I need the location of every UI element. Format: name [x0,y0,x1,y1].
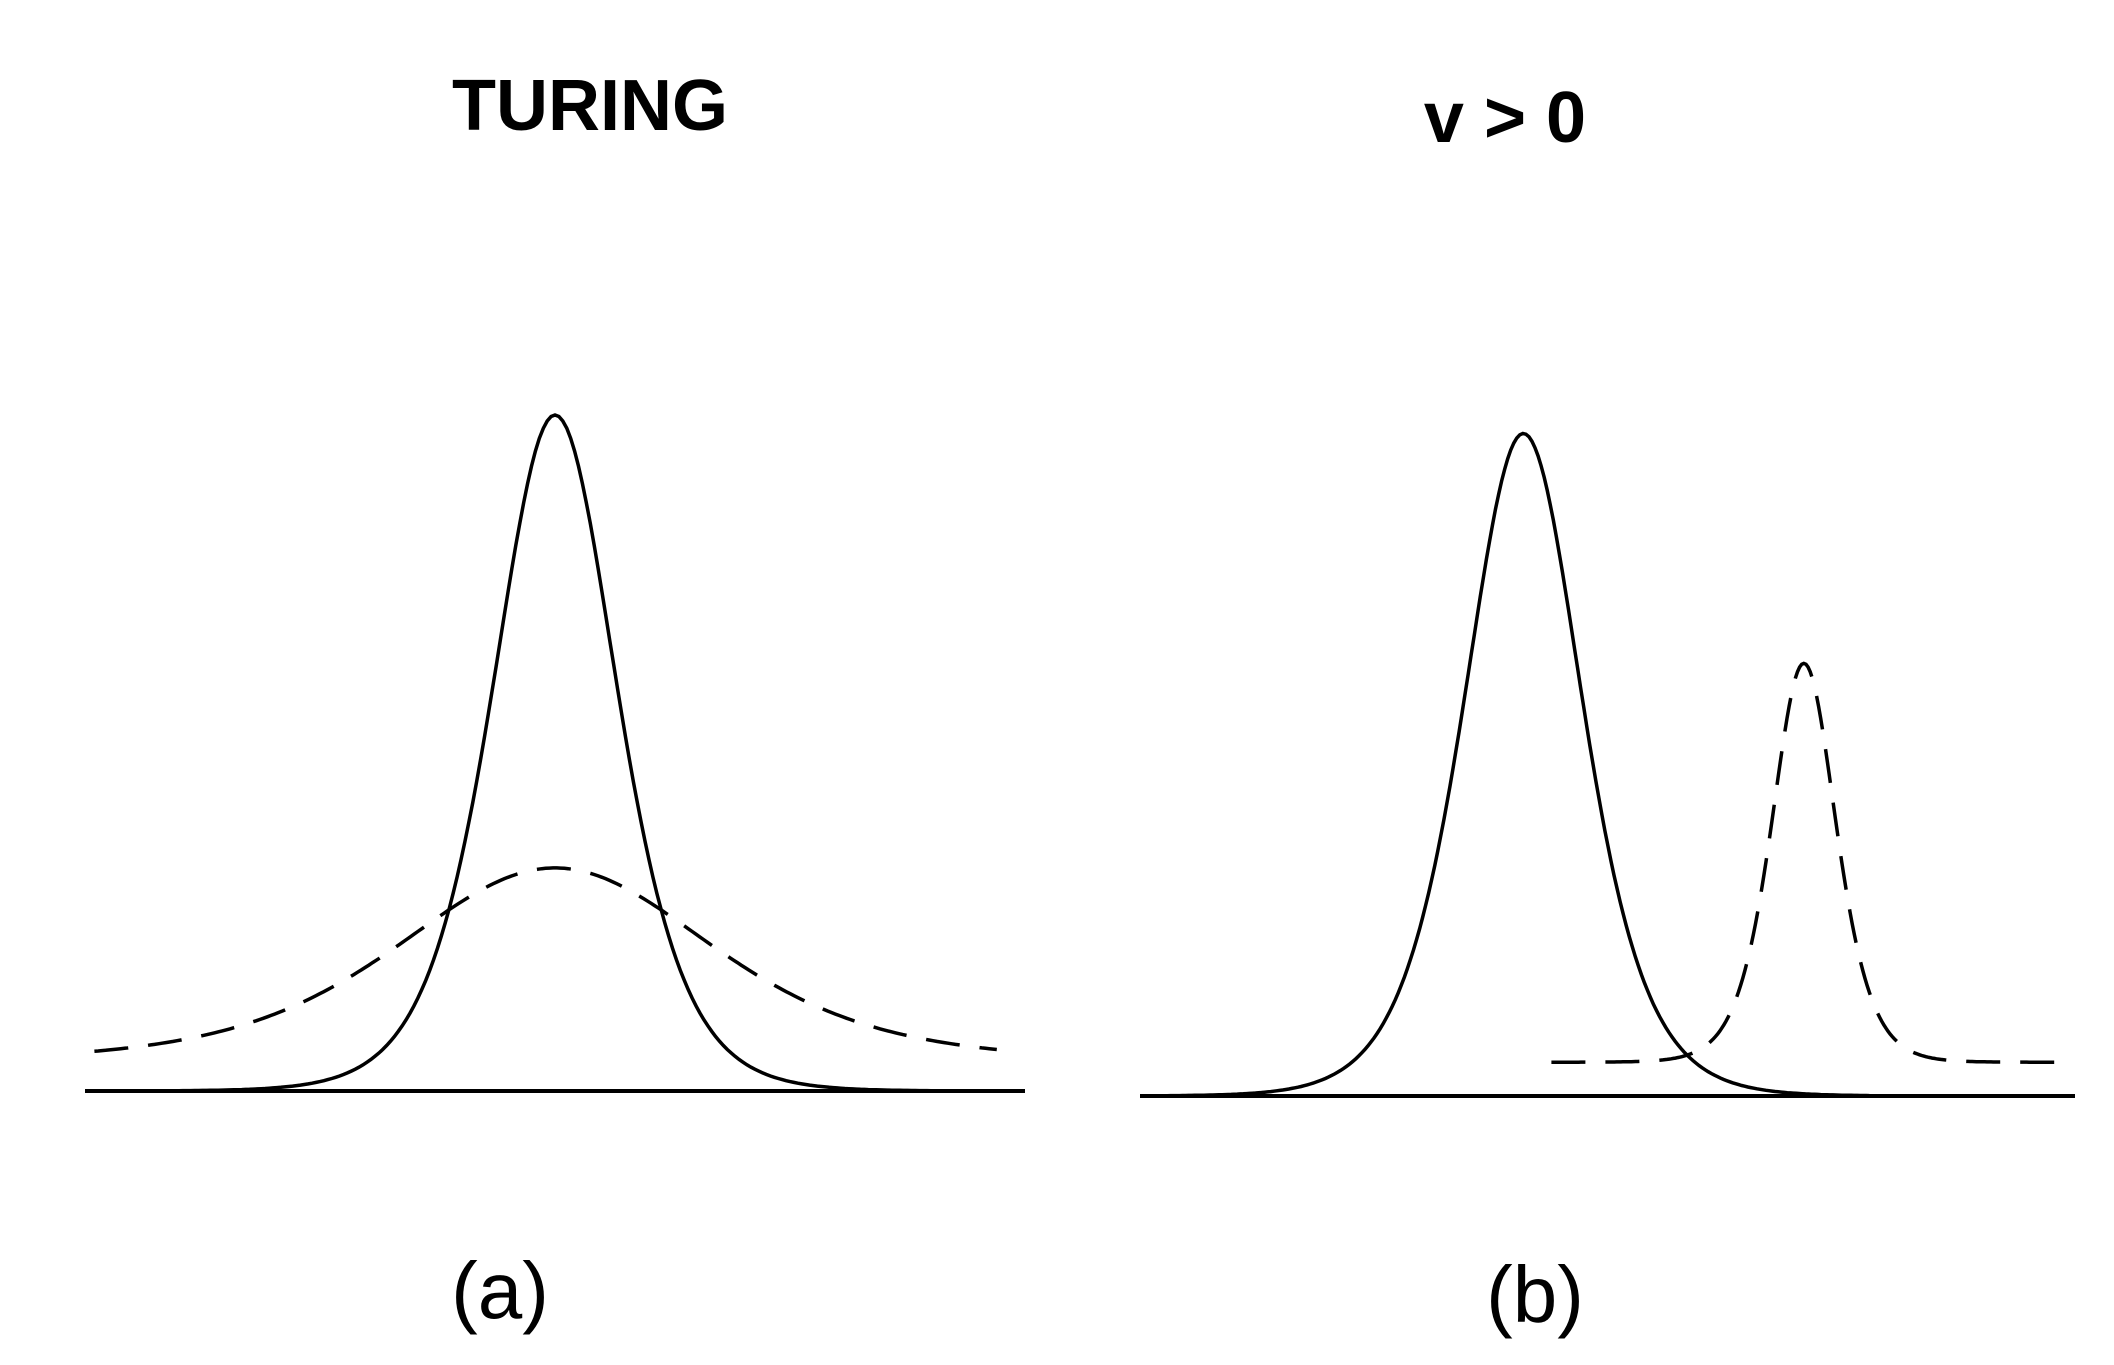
panel-b: v > 0 (b) [1140,78,2075,1339]
panel-a-solid-curve [85,413,1025,1093]
panel-b-dashed-curve [1551,661,2057,1064]
panel-a-caption: (a) [451,1246,549,1335]
panel-a-title: TURING [452,66,728,146]
panel-a-dashed-curve [94,866,997,1054]
panel-b-title: v > 0 [1424,78,1586,158]
panel-b-solid-curve [1140,431,1870,1098]
panel-b-caption: (b) [1486,1250,1584,1339]
panel-a: TURING (a) [85,66,1025,1335]
